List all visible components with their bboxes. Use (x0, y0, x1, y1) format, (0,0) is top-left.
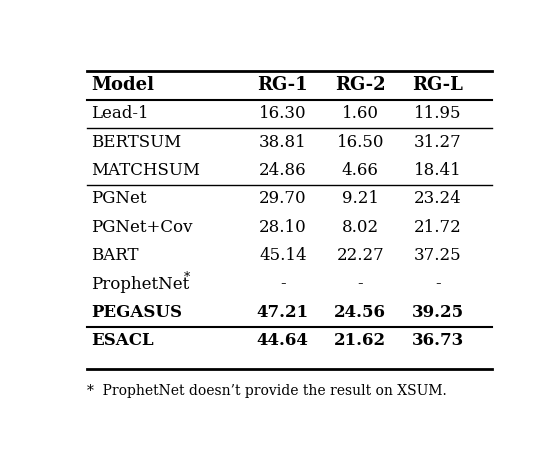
Text: *  ProphetNet doesn’t provide the result on XSUM.: * ProphetNet doesn’t provide the result … (87, 384, 446, 398)
Text: 36.73: 36.73 (412, 332, 464, 349)
Text: PGNet+Cov: PGNet+Cov (91, 219, 192, 236)
Text: 31.27: 31.27 (414, 134, 462, 151)
Text: 29.70: 29.70 (259, 190, 306, 207)
Text: 24.86: 24.86 (259, 162, 306, 179)
Text: BERTSUM: BERTSUM (91, 134, 181, 151)
Text: RG-2: RG-2 (335, 76, 386, 94)
Text: 28.10: 28.10 (259, 219, 307, 236)
Text: RG-L: RG-L (413, 76, 463, 94)
Text: 37.25: 37.25 (414, 247, 461, 264)
Text: *: * (183, 271, 190, 284)
Text: 38.81: 38.81 (259, 134, 307, 151)
Text: 24.56: 24.56 (334, 304, 386, 321)
Text: 16.50: 16.50 (336, 134, 384, 151)
Text: RG-1: RG-1 (257, 76, 308, 94)
Text: 8.02: 8.02 (342, 219, 379, 236)
Text: 22.27: 22.27 (336, 247, 384, 264)
Text: 45.14: 45.14 (259, 247, 306, 264)
Text: ProphetNet: ProphetNet (91, 276, 189, 293)
Text: 44.64: 44.64 (257, 332, 309, 349)
Text: ESACL: ESACL (91, 332, 153, 349)
Text: 1.60: 1.60 (342, 105, 379, 122)
Text: 4.66: 4.66 (342, 162, 379, 179)
Text: 16.30: 16.30 (259, 105, 306, 122)
Text: -: - (358, 276, 363, 293)
Text: 21.72: 21.72 (414, 219, 462, 236)
Text: 23.24: 23.24 (414, 190, 462, 207)
Text: 18.41: 18.41 (414, 162, 462, 179)
Text: -: - (435, 276, 441, 293)
Text: Model: Model (91, 76, 154, 94)
Text: BART: BART (91, 247, 138, 264)
Text: -: - (280, 276, 286, 293)
Text: 21.62: 21.62 (334, 332, 386, 349)
Text: Lead-1: Lead-1 (91, 105, 148, 122)
Text: 9.21: 9.21 (342, 190, 379, 207)
Text: 11.95: 11.95 (414, 105, 461, 122)
Text: 47.21: 47.21 (257, 304, 309, 321)
Text: PEGASUS: PEGASUS (91, 304, 182, 321)
Text: 39.25: 39.25 (412, 304, 464, 321)
Text: PGNet: PGNet (91, 190, 147, 207)
Text: MATCHSUM: MATCHSUM (91, 162, 200, 179)
